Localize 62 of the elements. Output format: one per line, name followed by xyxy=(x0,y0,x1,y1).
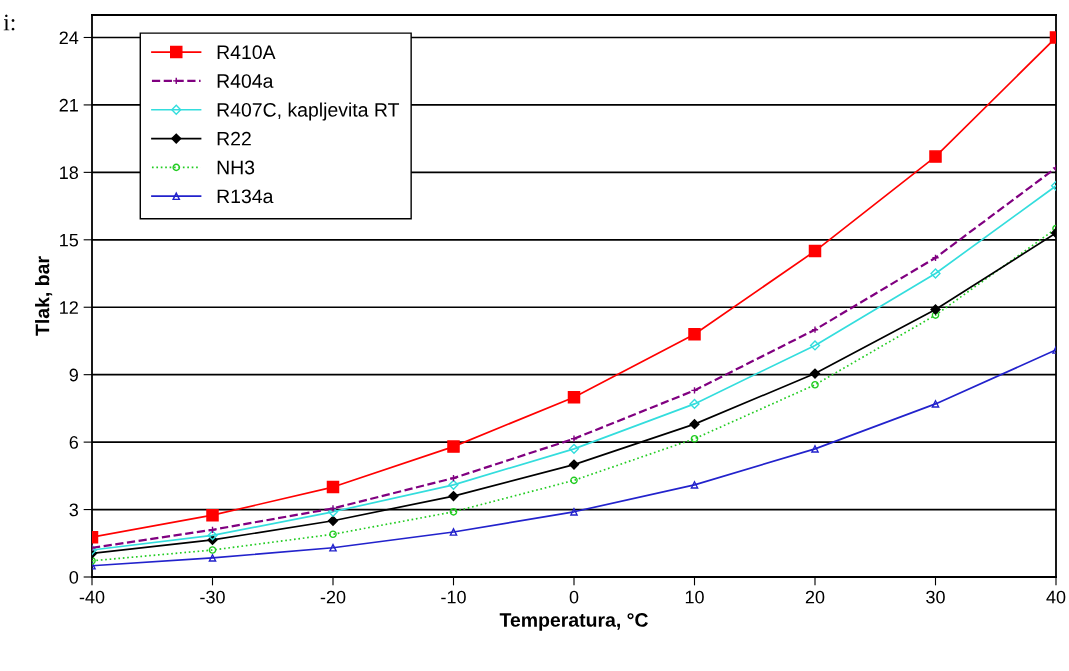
point xyxy=(809,340,821,351)
x-tick-label: 0 xyxy=(569,590,579,604)
point xyxy=(690,481,699,489)
x-tick-label: 10 xyxy=(685,590,704,604)
y-tick-label: 15 xyxy=(60,233,79,247)
x-axis-title: Temperatura, °C xyxy=(499,613,648,631)
point xyxy=(449,474,458,482)
point xyxy=(570,434,578,443)
y-tick-label: 9 xyxy=(69,368,78,382)
y-tick-label: 12 xyxy=(60,301,78,314)
point xyxy=(688,327,701,341)
point xyxy=(929,150,942,163)
point xyxy=(811,325,819,334)
point xyxy=(930,268,941,279)
legend-label: R407C, kapljevita RT xyxy=(217,102,400,121)
point xyxy=(570,507,578,516)
point xyxy=(689,419,700,430)
point xyxy=(329,543,337,552)
point xyxy=(327,506,339,517)
point xyxy=(930,304,941,315)
point xyxy=(690,434,699,443)
point xyxy=(811,445,819,453)
x-tick-label: -40 xyxy=(79,590,105,604)
y-tick-label: 3 xyxy=(69,503,79,517)
point xyxy=(208,554,217,562)
point xyxy=(689,398,700,410)
y-tick-label: 0 xyxy=(69,570,79,584)
point xyxy=(207,530,218,541)
point xyxy=(931,311,940,319)
x-tick-label: -10 xyxy=(441,590,466,604)
point xyxy=(208,546,217,554)
point xyxy=(570,476,578,485)
point xyxy=(808,244,822,258)
point xyxy=(327,515,339,526)
y-tick-label: 24 xyxy=(59,31,79,45)
x-tick-label: 30 xyxy=(926,590,945,604)
point xyxy=(449,507,458,516)
point xyxy=(326,480,340,494)
text: i: xyxy=(3,14,15,31)
point xyxy=(449,528,458,536)
point xyxy=(931,400,940,408)
point xyxy=(329,504,337,513)
x-tick-label: -20 xyxy=(320,590,346,604)
y-axis-title: Tlak, bar xyxy=(35,256,53,336)
legend-label: R134a xyxy=(217,189,274,204)
legend-label: R410A xyxy=(217,45,276,60)
point xyxy=(811,380,819,389)
point xyxy=(329,530,337,539)
point xyxy=(447,440,460,453)
point xyxy=(206,508,219,522)
y-tick-label: 18 xyxy=(60,166,79,180)
y-tick-label: 6 xyxy=(69,436,79,449)
point xyxy=(448,479,459,490)
point xyxy=(567,390,581,404)
legend-label: R404a xyxy=(217,74,274,88)
x-tick-label: 20 xyxy=(805,590,825,604)
y-tick-label: 21 xyxy=(59,98,78,112)
legend-label: NH3 xyxy=(217,160,255,175)
legend-label: R22 xyxy=(217,131,251,146)
x-tick-label: 40 xyxy=(1046,590,1066,604)
point xyxy=(568,443,580,454)
x-tick-label: -30 xyxy=(200,590,225,604)
